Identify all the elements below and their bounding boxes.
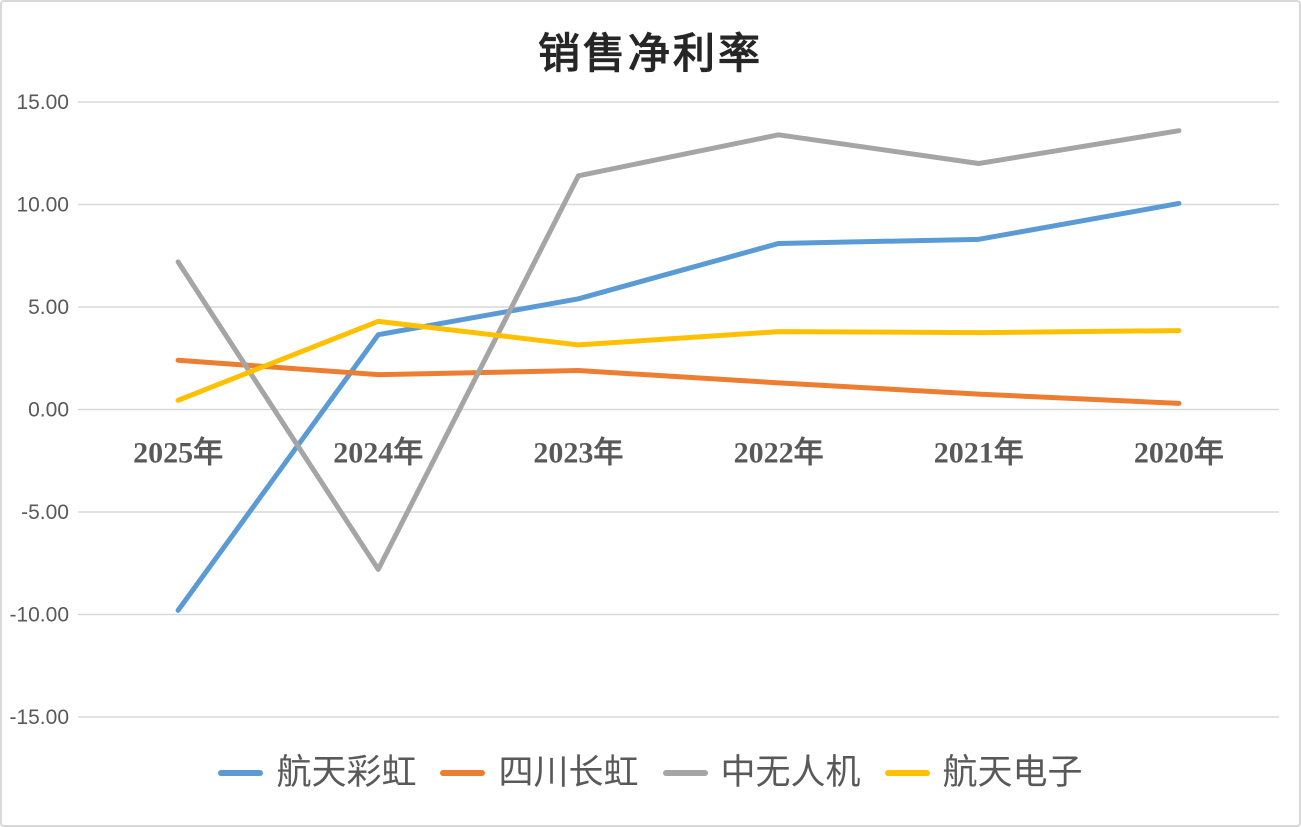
y-axis-tick-label: -10.00 bbox=[9, 604, 69, 627]
legend-label: 四川长虹 bbox=[498, 753, 639, 792]
legend-line-swatch bbox=[662, 770, 708, 776]
legend: 航天彩虹 四川长虹 中无人机 航天电子 bbox=[2, 752, 1299, 794]
y-axis-tick-label: -5.00 bbox=[21, 501, 69, 524]
x-axis-category-label: 2020年 bbox=[1134, 437, 1224, 470]
y-axis-tick-label: 5.00 bbox=[28, 296, 69, 319]
series-line-航天电子 bbox=[175, 318, 1182, 403]
legend-line-swatch bbox=[218, 770, 264, 776]
legend-item: 中无人机 bbox=[662, 752, 861, 794]
y-axis-tick-label: 10.00 bbox=[16, 194, 69, 217]
series-line-航天彩虹 bbox=[175, 200, 1182, 613]
legend-label: 中无人机 bbox=[720, 753, 861, 792]
x-axis-category-label: 2023年 bbox=[533, 437, 623, 470]
legend-item: 航天彩虹 bbox=[218, 752, 416, 794]
x-axis-category-label: 2021年 bbox=[934, 437, 1024, 470]
chart-title: 销售净利率 bbox=[537, 32, 763, 78]
series-line-四川长虹 bbox=[175, 357, 1182, 406]
legend-label: 航天电子 bbox=[942, 753, 1083, 792]
y-axis-tick-label: 15.00 bbox=[16, 91, 69, 114]
y-axis-tick-label: 0.00 bbox=[28, 399, 69, 422]
x-axis-category-label: 2025年 bbox=[133, 437, 223, 470]
x-axis-category-label: 2024年 bbox=[333, 437, 423, 470]
legend-item: 四川长虹 bbox=[440, 752, 639, 794]
legend-line-swatch bbox=[884, 770, 930, 776]
x-axis-category-label: 2022年 bbox=[734, 437, 824, 470]
legend-line-swatch bbox=[440, 770, 486, 776]
legend-item: 航天电子 bbox=[884, 752, 1083, 794]
legend-label: 航天彩虹 bbox=[276, 753, 417, 792]
y-axis-tick-label: -15.00 bbox=[9, 706, 69, 729]
series-line-中无人机 bbox=[175, 128, 1182, 572]
